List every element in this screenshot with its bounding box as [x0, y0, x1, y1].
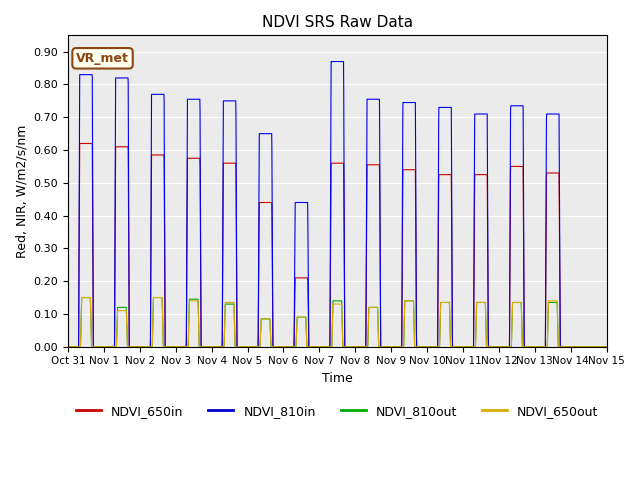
NDVI_810out [78, 295, 86, 300]
Text: VR_met: VR_met [76, 52, 129, 65]
NDVI_650out [126, 344, 134, 349]
NDVI_810in [603, 344, 611, 349]
NDVI_650out [294, 314, 302, 320]
NDVI_650in [593, 344, 600, 349]
NDVI_810in [157, 92, 165, 97]
NDVI_810in [593, 344, 600, 349]
NDVI_810out [593, 344, 600, 349]
NDVI_650in [126, 344, 134, 349]
NDVI_810in [294, 200, 301, 205]
NDVI_650in [294, 275, 302, 281]
NDVI_810in [271, 344, 278, 349]
Line: NDVI_650out: NDVI_650out [68, 298, 607, 347]
Y-axis label: Red, NIR, W/m2/s/nm: Red, NIR, W/m2/s/nm [15, 124, 28, 258]
NDVI_650in [157, 152, 165, 158]
Legend: NDVI_650in, NDVI_810in, NDVI_810out, NDVI_650out: NDVI_650in, NDVI_810in, NDVI_810out, NDV… [71, 400, 604, 423]
NDVI_650out [603, 344, 611, 349]
NDVI_810out [64, 344, 72, 349]
NDVI_810out [157, 295, 165, 300]
NDVI_650in [76, 141, 84, 146]
NDVI_810out [603, 344, 611, 349]
NDVI_650in [64, 344, 72, 349]
NDVI_650out [64, 344, 72, 349]
NDVI_810in [327, 59, 335, 64]
NDVI_810out [534, 344, 542, 349]
X-axis label: Time: Time [322, 372, 353, 385]
NDVI_650out [534, 344, 542, 349]
NDVI_650out [593, 344, 600, 349]
Line: NDVI_810out: NDVI_810out [68, 298, 607, 347]
NDVI_650in [534, 344, 542, 349]
NDVI_810in [64, 344, 72, 349]
NDVI_810in [534, 344, 542, 349]
NDVI_810in [125, 344, 133, 349]
NDVI_650out [271, 344, 278, 349]
Line: NDVI_650in: NDVI_650in [68, 144, 607, 347]
NDVI_650in [271, 344, 278, 349]
NDVI_810out [271, 344, 278, 349]
Title: NDVI SRS Raw Data: NDVI SRS Raw Data [262, 15, 413, 30]
NDVI_810out [126, 344, 134, 349]
NDVI_650out [157, 295, 165, 300]
NDVI_650in [603, 344, 611, 349]
NDVI_810out [294, 314, 302, 320]
Line: NDVI_810in: NDVI_810in [68, 61, 607, 347]
NDVI_650out [78, 295, 86, 300]
